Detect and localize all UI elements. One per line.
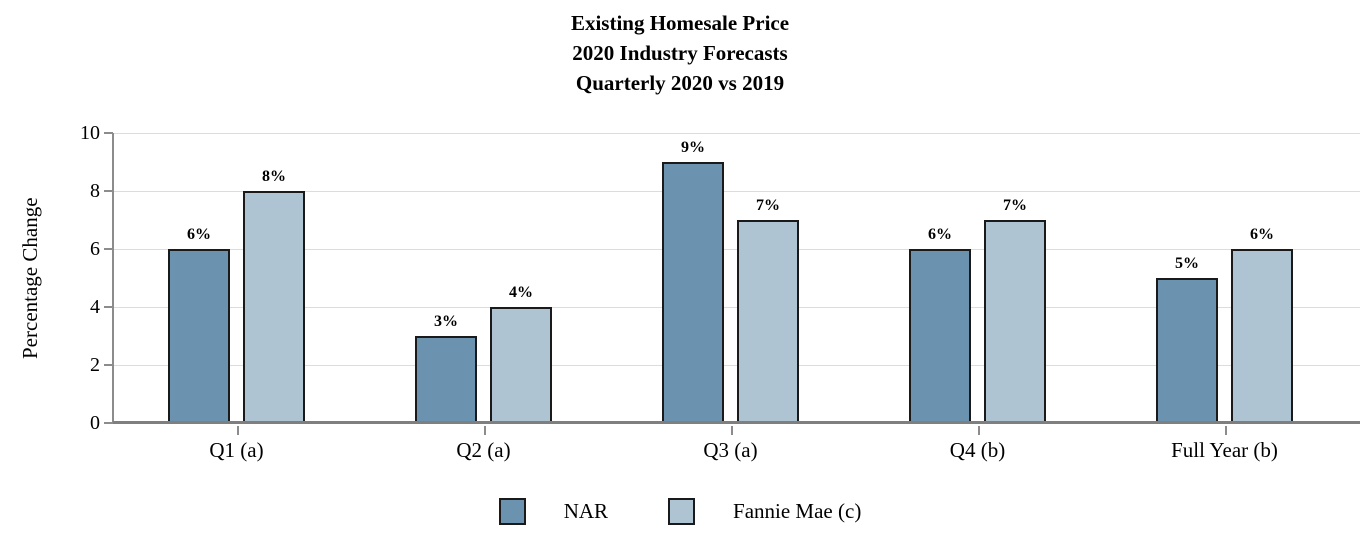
bar-fannie-mae-c-5: 6% <box>1231 226 1293 423</box>
bar-group-3: 9% 7% <box>607 133 854 435</box>
bar-value-label: 7% <box>756 197 780 214</box>
bar-value-label: 7% <box>1003 197 1027 214</box>
y-tick-mark-2 <box>104 364 113 366</box>
y-tick-mark-10 <box>104 132 113 134</box>
y-tick-mark-4 <box>104 306 113 308</box>
bar-fannie-mae-c-2: 4% <box>490 284 552 423</box>
legend-label-2: Fannie Mae (c) <box>733 499 862 523</box>
bar-group-5: 5% 6% <box>1101 133 1348 435</box>
chart-title: Existing Homesale Price 2020 Industry Fo… <box>0 8 1360 98</box>
x-tick-mark-1 <box>236 426 239 435</box>
chart-title-line-3: Quarterly 2020 vs 2019 <box>575 71 785 95</box>
bar-fannie-mae-c-1: 8% <box>243 168 305 423</box>
y-tick-mark-0 <box>104 422 113 424</box>
x-category-label-2: Q2 (a) <box>456 438 511 462</box>
bar-nar-2: 3% <box>415 313 477 423</box>
y-tick-mark-8 <box>104 190 113 192</box>
legend-item-2: Fannie Mae (c) <box>668 498 861 525</box>
y-tick-label-4: 4 <box>90 296 100 318</box>
bar-nar-3: 9% <box>662 139 724 423</box>
legend: NAR Fannie Mae (c) <box>0 498 1360 525</box>
x-category-label-3: Q3 (a) <box>703 438 758 462</box>
bar-value-label: 4% <box>509 284 533 301</box>
bar-value-label: 6% <box>187 226 211 243</box>
gridline-6 <box>113 249 1360 250</box>
x-tick-mark-2 <box>483 426 486 435</box>
legend-swatch-2 <box>668 498 696 525</box>
y-tick-labels: 0 2 4 6 8 10 <box>0 123 100 433</box>
y-axis-line <box>112 133 114 423</box>
chart-title-line-2: 2020 Industry Forecasts <box>572 41 788 65</box>
gridline-2 <box>113 365 1360 366</box>
y-tick-label-8: 8 <box>90 180 100 202</box>
bar-group-4: 6% 7% <box>854 133 1101 435</box>
bar-value-label: 5% <box>1175 255 1199 272</box>
x-tick-mark-3 <box>730 426 733 435</box>
bars-container: 6% 8% 3% 4% 9% 7% 6% 7% 5% 6% <box>113 133 1348 435</box>
bar-value-label: 9% <box>681 139 705 156</box>
plot-area: 6% 8% 3% 4% 9% 7% 6% 7% 5% 6% <box>104 132 1360 435</box>
bar-nar-1: 6% <box>168 226 230 423</box>
x-tick-mark-4 <box>977 426 980 435</box>
bar-value-label: 8% <box>262 168 286 185</box>
bar-value-label: 6% <box>928 226 952 243</box>
y-tick-label-10: 10 <box>80 122 100 144</box>
y-tick-label-0: 0 <box>90 412 100 434</box>
bar-value-label: 3% <box>434 313 458 330</box>
x-category-label-5: Full Year (b) <box>1171 438 1278 462</box>
x-category-label-4: Q4 (b) <box>949 438 1006 462</box>
y-tick-mark-6 <box>104 248 113 250</box>
bar-group-1: 6% 8% <box>113 133 360 435</box>
legend-item-1: NAR <box>498 498 609 525</box>
bar-fannie-mae-c-4: 7% <box>984 197 1046 423</box>
x-category-labels: Q1 (a) Q2 (a) Q3 (a) Q4 (b) Full Year (b) <box>113 438 1348 463</box>
legend-label-1: NAR <box>563 499 609 523</box>
legend-swatch-1 <box>498 498 526 525</box>
bar-value-label: 6% <box>1250 226 1274 243</box>
bar-group-2: 3% 4% <box>360 133 607 435</box>
gridline-4 <box>113 307 1360 308</box>
bar-fannie-mae-c-3: 7% <box>737 197 799 423</box>
gridline-10 <box>113 133 1360 134</box>
y-tick-label-2: 2 <box>90 354 100 376</box>
y-tick-label-6: 6 <box>90 238 100 260</box>
x-axis-line <box>113 421 1360 424</box>
x-category-label-1: Q1 (a) <box>209 438 264 462</box>
bar-nar-4: 6% <box>909 226 971 423</box>
bar-nar-5: 5% <box>1156 255 1218 423</box>
chart-title-line-1: Existing Homesale Price <box>570 11 790 35</box>
gridline-8 <box>113 191 1360 192</box>
x-tick-mark-5 <box>1224 426 1227 435</box>
